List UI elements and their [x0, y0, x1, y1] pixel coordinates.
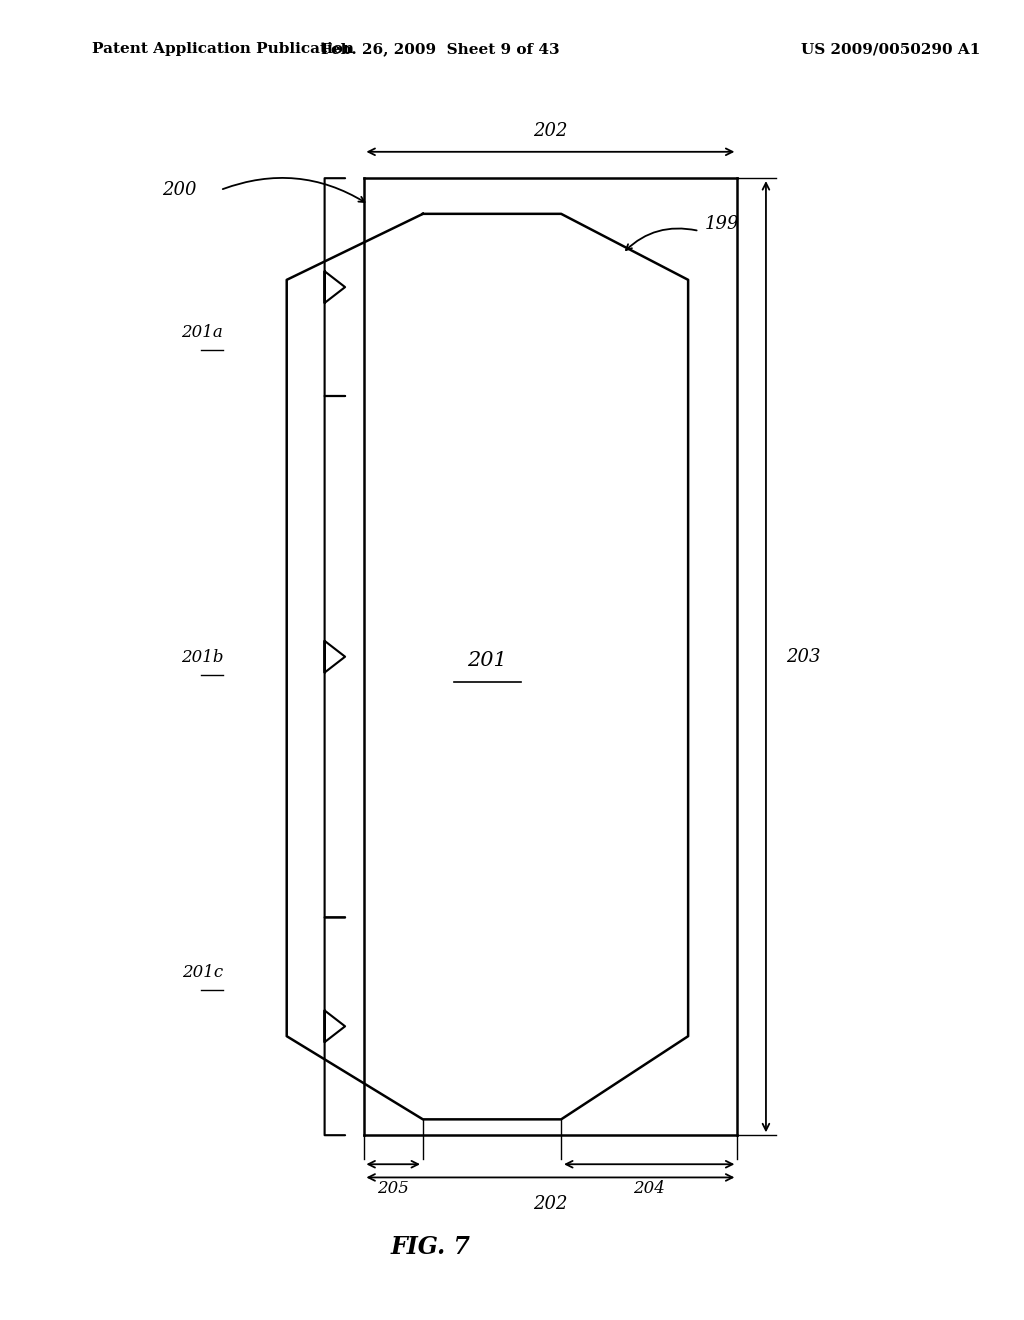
- Text: 201a: 201a: [181, 325, 223, 341]
- Text: 201: 201: [468, 651, 507, 669]
- Text: 200: 200: [162, 181, 197, 199]
- Text: FIG. 7: FIG. 7: [390, 1236, 470, 1259]
- Text: 203: 203: [786, 648, 821, 667]
- Text: Feb. 26, 2009  Sheet 9 of 43: Feb. 26, 2009 Sheet 9 of 43: [321, 42, 560, 57]
- Text: 201c: 201c: [182, 965, 223, 981]
- Text: 201b: 201b: [180, 649, 223, 665]
- Text: 199: 199: [705, 215, 739, 234]
- Text: 202: 202: [534, 1195, 567, 1213]
- Text: 205: 205: [377, 1180, 410, 1197]
- Text: US 2009/0050290 A1: US 2009/0050290 A1: [801, 42, 981, 57]
- Text: 204: 204: [633, 1180, 666, 1197]
- Text: Patent Application Publication: Patent Application Publication: [92, 42, 354, 57]
- Text: 202: 202: [534, 121, 567, 140]
